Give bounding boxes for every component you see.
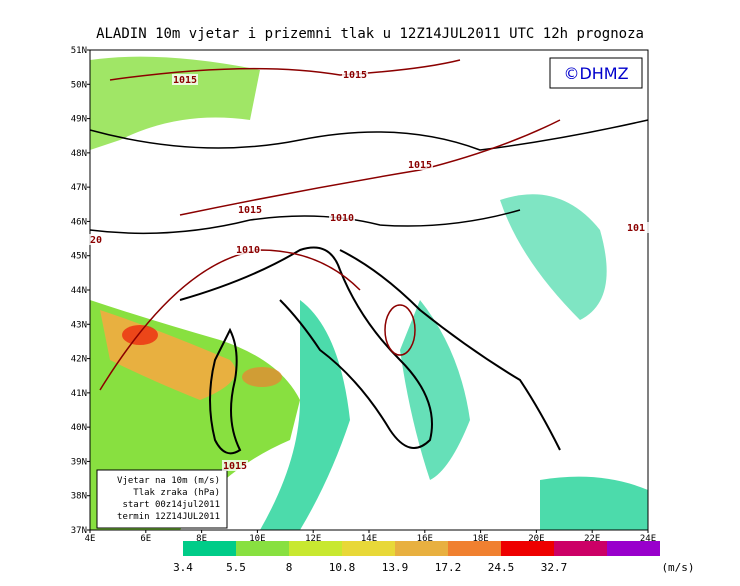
lat-label: 46N [71, 217, 87, 227]
shade [540, 476, 648, 530]
colorbar-label: 10.8 [329, 561, 356, 574]
isobar-label: 1015 [408, 160, 432, 171]
isobar [109, 59, 461, 81]
isobar-label-bg [237, 204, 263, 215]
isobar-label-bg [172, 74, 198, 85]
lat-label: 49N [71, 115, 87, 125]
isobar-label: 1015 [173, 75, 197, 86]
isobar-label: 20 [90, 235, 102, 246]
lon-label: 20E [528, 534, 544, 544]
lon-label: 18E [472, 534, 488, 544]
shade [400, 300, 470, 480]
colorbar-swatch [554, 541, 607, 556]
colorbar-label: 13.9 [382, 561, 409, 574]
border [89, 119, 649, 151]
info-line: termin 12Z14JUL2011 [117, 512, 220, 522]
colorbar-units: (m/s) [661, 561, 694, 574]
lon-label: 14E [361, 534, 377, 544]
lon-label: 12E [305, 534, 321, 544]
colorbar-swatch [289, 541, 342, 556]
colorbar-label: 24.5 [488, 561, 515, 574]
lat-label: 40N [71, 423, 87, 433]
lat-label: 45N [71, 252, 87, 262]
shade [260, 300, 350, 530]
lon-label: 10E [249, 534, 265, 544]
info-line: Tlak zraka (hPa) [133, 488, 220, 498]
colorbar-swatch [501, 541, 554, 556]
isobar-label-bg [407, 159, 433, 170]
lat-label: 50N [71, 80, 87, 90]
isobar [179, 119, 561, 216]
coastline [179, 246, 433, 449]
coastline [339, 249, 561, 451]
isobar-label: 1015 [223, 461, 247, 472]
lat-label: 38N [71, 492, 87, 502]
lon-label: 24E [640, 534, 656, 544]
shade [500, 194, 607, 320]
colorbar-label: 17.2 [435, 561, 462, 574]
coastline [209, 327, 242, 455]
colorbar-swatch [342, 541, 395, 556]
colorbar-swatch [448, 541, 501, 556]
logo: ©DHMZ [563, 64, 628, 83]
map-area [89, 49, 649, 531]
lat-label: 37N [71, 526, 87, 536]
shade [242, 367, 282, 387]
logo-box [549, 57, 643, 89]
isobar-label-bg [329, 212, 355, 223]
lat-label: 51N [71, 46, 87, 56]
colorbar-swatch [236, 541, 289, 556]
lat-label: 47N [71, 183, 87, 193]
colorbar-label: 3.4 [173, 561, 193, 574]
lat-label: 39N [71, 457, 87, 467]
isobar-label: 1010 [236, 245, 260, 256]
isobar [384, 304, 416, 356]
shade [122, 325, 158, 345]
isobar-label: 1015 [343, 70, 367, 81]
isobar-label: 101 [627, 223, 645, 234]
isobar-label: 1015 [238, 205, 262, 216]
lon-label: 8E [196, 534, 207, 544]
lat-label: 41N [71, 389, 87, 399]
title: ALADIN 10m vjetar i prizemni tlak u 12Z1… [96, 26, 644, 42]
lon-label: 6E [140, 534, 151, 544]
lon-label: 16E [417, 534, 433, 544]
colorbar-swatch [183, 541, 236, 556]
colorbar-label: 32.7 [541, 561, 568, 574]
lon-label: 22E [584, 534, 600, 544]
isobar-label-bg [623, 222, 649, 233]
lat-label: 48N [71, 149, 87, 159]
lat-label: 43N [71, 320, 87, 330]
isobar-label-bg [235, 244, 261, 255]
info-box [96, 469, 228, 529]
info-line: start 00z14jul2011 [122, 500, 220, 510]
lat-label: 42N [71, 355, 87, 365]
lat-label: 44N [71, 286, 87, 296]
isobar-label-bg [342, 69, 368, 80]
shade [90, 56, 260, 150]
colorbar-swatch [607, 541, 660, 556]
isobar-label-bg [83, 234, 109, 245]
border [89, 209, 521, 235]
colorbar-label: 8 [286, 561, 293, 574]
info-line: Vjetar na 10m (m/s) [117, 476, 220, 486]
colorbar-label: 5.5 [226, 561, 246, 574]
isobar-label: 1010 [330, 213, 354, 224]
isobar-label-bg [222, 460, 248, 471]
lon-label: 4E [85, 534, 96, 544]
colorbar-swatch [395, 541, 448, 556]
